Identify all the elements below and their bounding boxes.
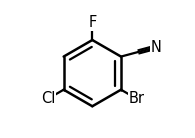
Text: Br: Br	[128, 91, 144, 106]
Text: N: N	[151, 40, 162, 55]
Text: Cl: Cl	[41, 91, 56, 106]
Text: F: F	[88, 15, 97, 30]
